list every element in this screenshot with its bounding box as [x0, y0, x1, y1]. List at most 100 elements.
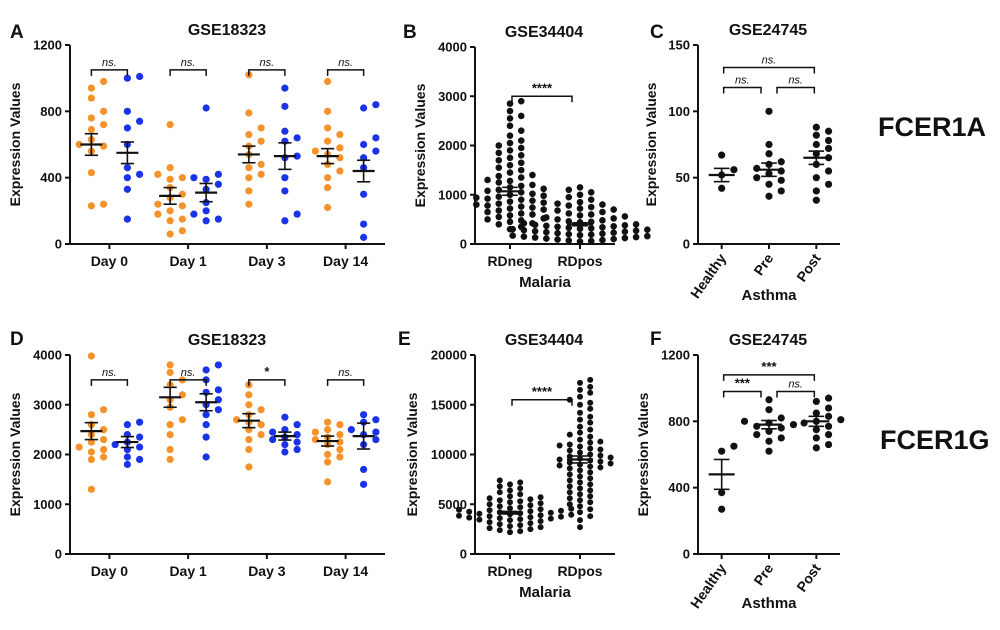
data-point	[587, 426, 594, 433]
data-point	[154, 210, 162, 218]
data-point	[517, 144, 525, 152]
data-point	[730, 166, 738, 174]
panel-c: C GSE24745 0 50 100 150 Expression Values Healt…	[643, 22, 840, 304]
data-point	[824, 412, 833, 420]
data-point	[293, 445, 301, 454]
data-point	[324, 450, 332, 459]
data-point	[576, 231, 584, 239]
data-point	[100, 435, 108, 444]
data-point	[765, 180, 773, 188]
x-tick-label: Day 0	[91, 563, 129, 579]
data-point	[123, 460, 131, 469]
data-point	[558, 513, 564, 520]
data-point	[577, 429, 583, 436]
data-point	[269, 428, 277, 436]
data-point	[336, 453, 344, 461]
gene-label-fcer1g: FCER1G	[880, 425, 990, 455]
data-point	[599, 208, 606, 216]
data-point	[718, 151, 726, 159]
data-point	[281, 217, 289, 225]
data-point	[245, 401, 253, 409]
data-point	[644, 226, 651, 234]
x-axis-label: Asthma	[741, 287, 797, 304]
data-point	[190, 210, 198, 218]
data-point	[202, 411, 210, 419]
data-point	[632, 221, 640, 228]
data-point	[566, 465, 573, 472]
data-point	[506, 161, 514, 169]
panel-letter: D	[10, 329, 24, 350]
data-point	[311, 428, 319, 436]
x-axis-label: Asthma	[741, 595, 797, 612]
data-point	[812, 123, 820, 131]
significance-bracket	[511, 399, 573, 406]
data-point	[506, 122, 514, 130]
data-point	[136, 418, 144, 426]
data-point	[100, 445, 108, 454]
data-point	[136, 433, 144, 441]
data-point	[496, 527, 503, 534]
data-point	[812, 397, 820, 406]
y-tick-label: 5000	[438, 497, 467, 512]
data-point	[507, 517, 513, 524]
data-point	[166, 121, 174, 129]
data-point	[506, 177, 514, 185]
data-point	[517, 516, 524, 523]
data-point	[718, 184, 726, 192]
data-point	[621, 221, 629, 229]
y-tick-label: 800	[668, 414, 690, 429]
data-point	[509, 225, 516, 233]
data-point	[87, 411, 95, 419]
data-point	[610, 206, 617, 213]
data-point	[202, 217, 210, 225]
significance-label: ns.	[735, 74, 750, 86]
data-point	[556, 442, 563, 449]
data-point	[543, 228, 550, 236]
data-point	[360, 220, 368, 228]
data-point	[565, 202, 573, 209]
panel-letter: E	[398, 329, 411, 350]
panel-title: GSE34404	[505, 332, 583, 349]
data-point	[517, 97, 525, 105]
data-point	[136, 117, 144, 125]
data-point	[257, 124, 265, 132]
data-point	[484, 202, 491, 209]
y-tick-label: 1000	[33, 497, 62, 512]
data-point	[577, 497, 583, 504]
data-point	[566, 477, 573, 484]
data-point	[214, 215, 222, 223]
data-point	[506, 154, 514, 162]
data-point	[517, 504, 524, 511]
significance-bracket	[169, 69, 207, 76]
data-point	[154, 200, 162, 208]
data-point	[577, 473, 583, 480]
significance-bracket	[90, 69, 129, 76]
data-point	[484, 176, 491, 184]
data-point	[75, 140, 83, 149]
data-point	[543, 222, 550, 230]
data-point	[566, 447, 573, 454]
data-point	[360, 480, 368, 488]
data-point	[632, 227, 640, 235]
data-point	[495, 164, 503, 171]
data-point	[123, 185, 131, 193]
x-axis-label: Malaria	[519, 274, 571, 291]
data-point	[517, 498, 524, 505]
data-point	[123, 164, 131, 172]
data-point	[777, 187, 785, 195]
data-point	[281, 187, 289, 195]
data-point	[566, 431, 573, 438]
data-point	[245, 174, 253, 182]
data-point	[311, 147, 319, 155]
data-point	[466, 514, 473, 521]
data-point	[202, 453, 210, 461]
data-point	[506, 169, 514, 176]
significance-bracket	[722, 374, 816, 381]
data-point	[632, 233, 640, 241]
data-point	[372, 428, 380, 436]
data-point	[520, 233, 528, 240]
data-point	[123, 174, 131, 182]
x-tick-label: Day 14	[323, 563, 368, 579]
data-point	[178, 416, 186, 424]
data-point	[531, 227, 539, 235]
